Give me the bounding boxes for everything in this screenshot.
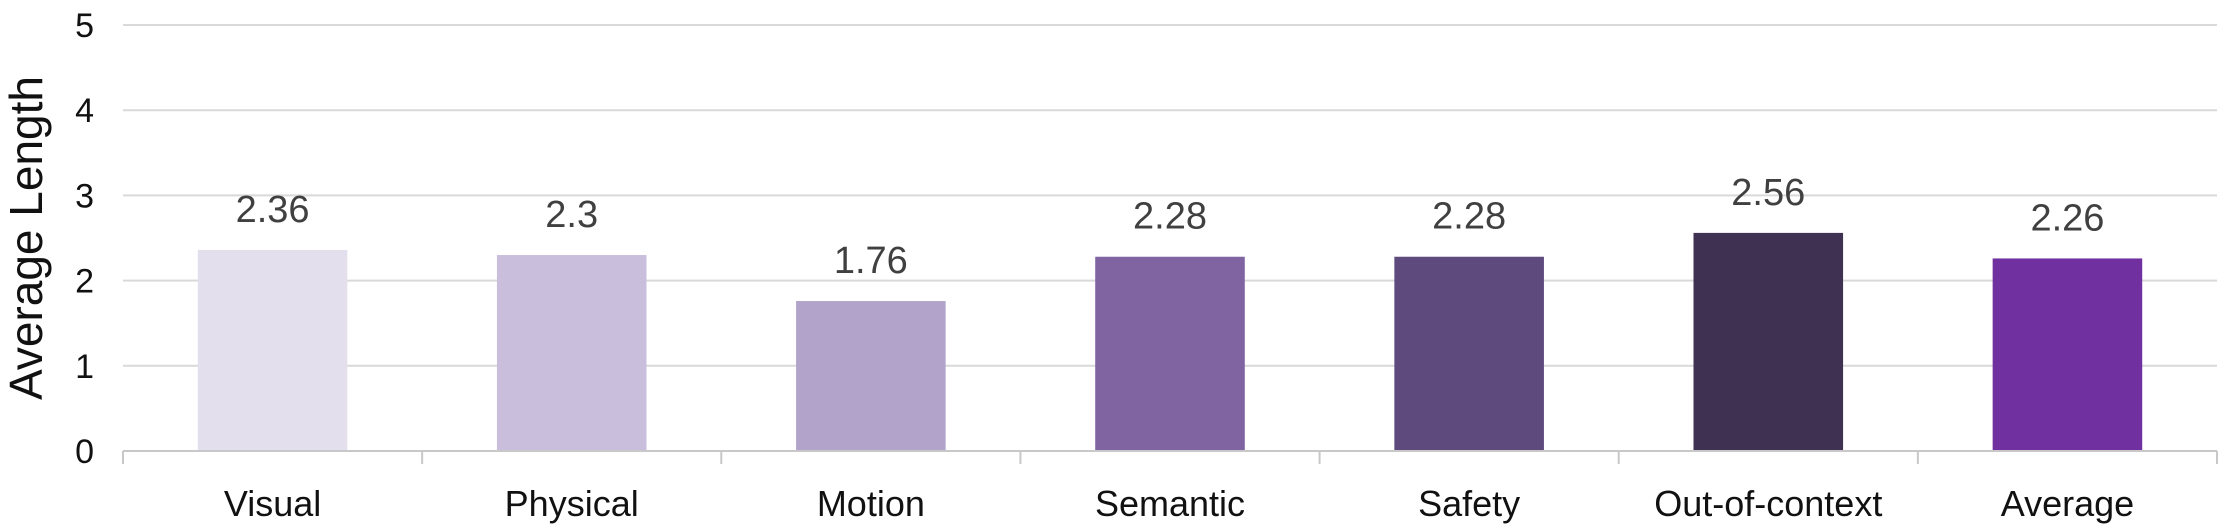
y-tick-label: 2: [75, 263, 94, 301]
bar: [197, 249, 348, 451]
x-tick-label: Out-of-context: [1654, 483, 1882, 524]
bar: [496, 255, 647, 451]
data-label: 1.76: [834, 240, 908, 282]
bar: [1095, 256, 1245, 451]
x-tick-label: Semantic: [1095, 483, 1245, 524]
y-tick-label: 5: [75, 7, 94, 45]
x-tick-label: Motion: [817, 483, 925, 524]
y-tick-label: 4: [75, 92, 94, 130]
bar: [1992, 258, 2143, 451]
data-label: 2.26: [2030, 197, 2104, 239]
x-tick-label: Average: [2001, 483, 2134, 524]
y-axis-title: Average Length: [0, 76, 52, 400]
labels: 0 1 2 3 4 5 2.36 Visual 2.3 Physical 1.76 Motion 2.2…: [75, 7, 2134, 524]
data-label: 2.28: [1133, 196, 1207, 238]
x-tick-label: Physical: [505, 483, 639, 524]
data-label: 2.36: [236, 189, 310, 231]
bar: [796, 301, 946, 451]
y-tick-label: 0: [75, 433, 94, 471]
x-tick-label: Safety: [1418, 483, 1520, 524]
bars: [197, 232, 2143, 451]
x-axis: [122, 450, 2218, 464]
data-label: 2.28: [1432, 196, 1506, 238]
x-tick-label: Visual: [224, 483, 321, 524]
y-tick-label: 3: [75, 177, 94, 215]
bar: [1693, 232, 1844, 451]
y-tick-label: 1: [75, 348, 94, 386]
gridlines: [123, 24, 2217, 367]
data-label: 2.3: [545, 194, 598, 236]
data-label: 2.56: [1731, 172, 1805, 214]
bar: [1394, 256, 1544, 451]
